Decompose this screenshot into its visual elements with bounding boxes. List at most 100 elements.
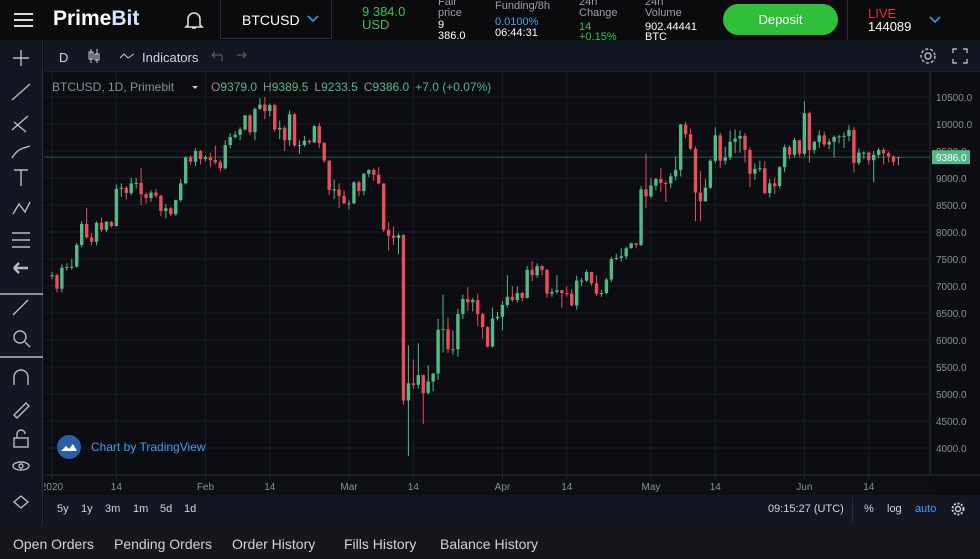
scale-option[interactable]: % [864,503,874,515]
menu-icon[interactable] [14,12,34,28]
candle-body [411,383,416,385]
undo-redo[interactable] [209,50,249,62]
settings-icon[interactable] [951,502,965,516]
logo-text: Prime [53,7,112,30]
label: 24h Change [579,0,618,19]
candle-body [698,192,703,202]
watermark[interactable]: Chart by TradingView [57,435,206,459]
x-tick-label: 14 [264,482,276,493]
candle-body [119,187,123,189]
indicators-icon[interactable] [119,52,135,60]
symbol-select[interactable]: BTCUSD [220,0,332,39]
y-tick-label: 10000.0 [936,120,973,131]
candle-body [391,235,396,238]
candle-body [441,329,445,331]
legend-label: O [211,80,220,94]
funding-countdown: 06:44:31 [495,27,538,39]
volume: 902.44441 [645,21,697,33]
legend-symbol: BTCUSD, 1D, Primebit [52,80,175,94]
candle-body [381,183,386,230]
candle-body [490,318,495,347]
candle-body [114,188,119,227]
live-chevron[interactable] [929,16,941,24]
divider [847,0,848,40]
candle-body [515,293,519,301]
fullscreen-icon[interactable] [952,48,968,64]
candle-body [545,269,549,294]
candle-body [768,183,772,194]
deposit-button[interactable]: Deposit [723,4,838,35]
range[interactable]: 3m [105,503,121,515]
candle-body [728,141,732,158]
label: Funding/8h [495,0,551,12]
candle-body [807,113,812,150]
legend-open: 9379.0 [220,80,257,94]
candle-body [743,135,747,150]
candles-icon[interactable] [87,48,101,64]
drawing-toolbar [0,40,43,525]
candle-body [337,189,341,196]
tab[interactable]: Pending Orders [114,536,213,552]
divider [852,497,853,523]
y-tick-label: 9000.0 [936,174,967,185]
settings-icon[interactable] [919,47,937,65]
scale-option[interactable]: auto [915,503,937,515]
candle-body [406,383,411,401]
candle-body [357,182,361,191]
candle-body [218,162,222,169]
candle-body [273,105,277,130]
candle-body [124,187,128,194]
y-tick-label: 6500.0 [936,309,967,320]
candle-body [525,269,529,298]
candle-body [678,124,683,170]
change: 14 [579,21,592,33]
tab[interactable]: Order History [232,536,316,552]
candle-body [471,300,475,303]
candle-body [198,151,203,160]
candle-body [594,283,599,294]
candle-body [456,314,460,350]
candle-body [278,127,282,130]
candle-body [674,169,678,177]
candle-body [609,259,614,280]
candle-body [183,157,188,184]
label: 24h Volume [645,0,682,19]
candle-body [644,189,648,197]
drawing-tools[interactable] [0,40,43,525]
candle-body [421,375,425,393]
candle-body [530,269,534,276]
scale-option[interactable]: log [887,503,902,515]
candle-body [372,169,376,175]
logo[interactable]: PrimeBit [53,7,139,31]
bell-icon[interactable] [184,10,204,30]
candle-body [203,157,208,160]
candle-body [362,173,366,191]
candle-body [159,195,163,211]
candle-body [792,140,797,155]
range[interactable]: 1m [133,503,149,515]
x-tick-label: 14 [710,482,722,493]
range[interactable]: 1d [184,503,197,515]
range[interactable]: 5d [160,503,173,515]
indicators[interactable]: Indicators [142,50,199,65]
candle-body [718,135,722,161]
tab[interactable]: Open Orders [13,536,94,552]
candle-body [822,135,826,145]
candle-body [773,183,777,187]
tab[interactable]: Fills History [344,536,417,552]
candle-body [777,167,782,187]
tab[interactable]: Balance History [440,536,539,552]
last-price: 9 384.0 USD [362,5,405,31]
candle-body [797,140,802,154]
candle-body [243,115,247,130]
candle-body [738,135,742,139]
candle-body [297,145,302,147]
candle-body [857,152,861,163]
interval[interactable]: D [59,50,69,65]
candle-body [144,194,148,198]
range[interactable]: 1y [81,503,93,515]
candle-body [436,329,440,374]
candle-body [881,149,886,154]
range[interactable]: 5y [57,503,69,515]
